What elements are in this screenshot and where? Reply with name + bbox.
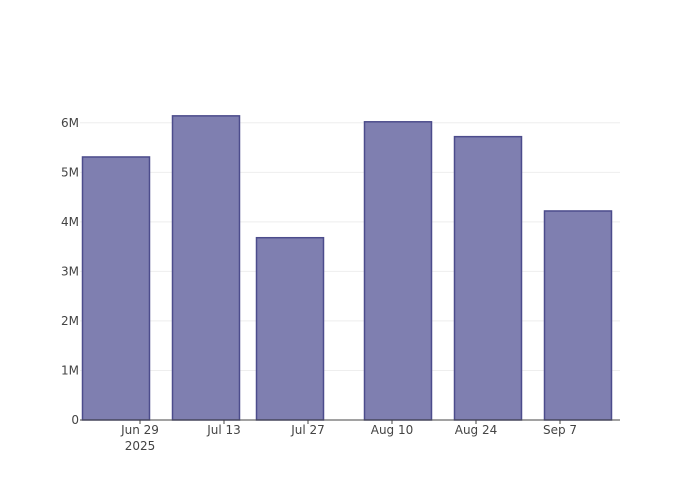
x-tick-label: Aug 10 [371, 423, 414, 437]
x-tick-label: Jun 29 2025 [120, 423, 159, 453]
bar [255, 236, 325, 421]
bar [171, 115, 241, 421]
y-tick-label: 6M [61, 116, 79, 130]
y-tick-label: 3M [61, 264, 79, 278]
y-tick-label: 2M [61, 314, 79, 328]
bar [81, 156, 151, 421]
y-tick-label: 0 [71, 413, 79, 427]
y-tick-label: 5M [61, 165, 79, 179]
x-tick-label: Sep 7 [543, 423, 577, 437]
bar [543, 210, 613, 421]
bar [363, 121, 433, 421]
x-tick-label: Aug 24 [455, 423, 498, 437]
x-tick-label: Jul 13 [206, 423, 241, 437]
x-tick-label: Jul 27 [290, 423, 325, 437]
y-tick-label: 4M [61, 215, 79, 229]
y-tick-label: 1M [61, 363, 79, 377]
bar [453, 135, 523, 421]
